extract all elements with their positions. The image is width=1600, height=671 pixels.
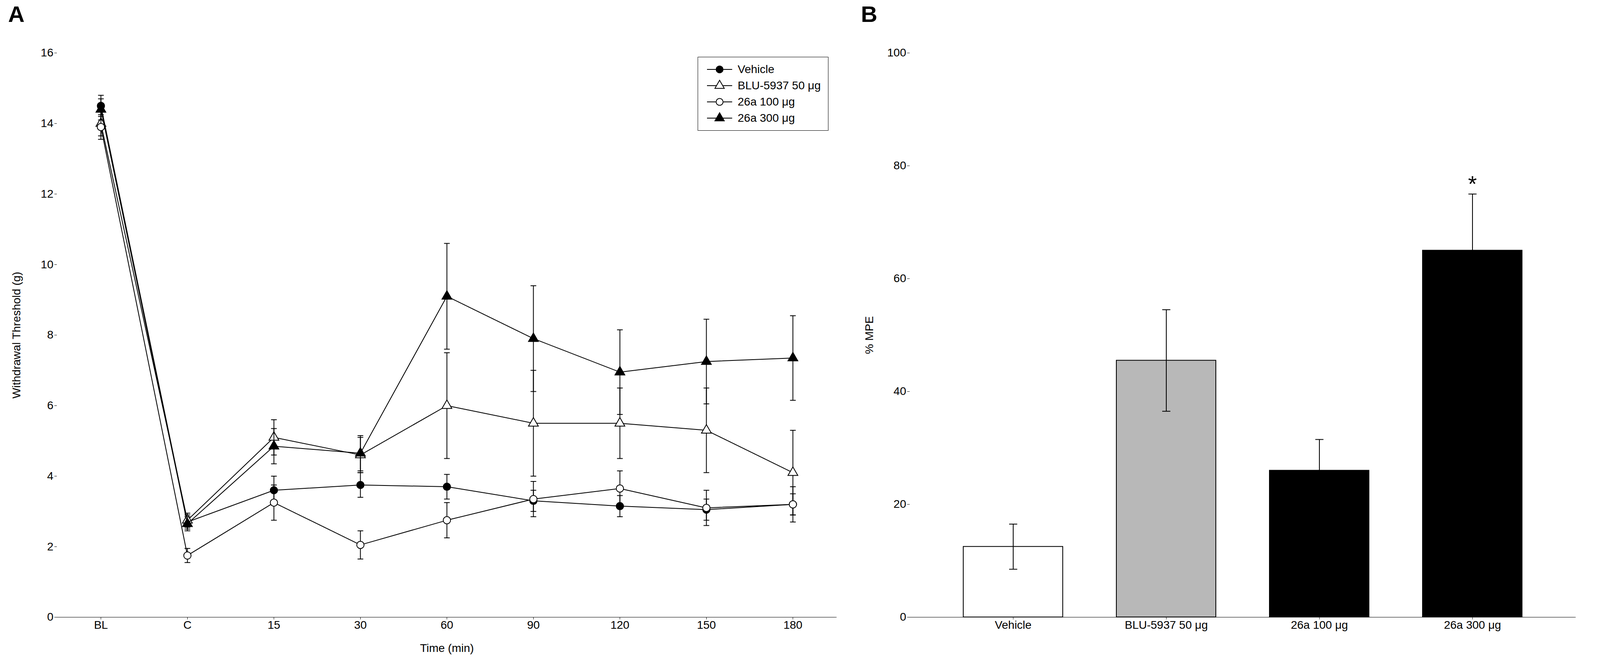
svg-text:60: 60 <box>893 272 906 285</box>
svg-text:6: 6 <box>47 399 54 412</box>
svg-text:Withdrawal Threshold (g): Withdrawal Threshold (g) <box>10 271 23 399</box>
svg-text:2: 2 <box>47 540 54 554</box>
html-text:26a 300 μg: 26a 300 μg <box>737 111 795 125</box>
svg-text:180: 180 <box>783 618 803 632</box>
svg-text:30: 30 <box>354 618 367 632</box>
svg-text:BL: BL <box>93 618 108 632</box>
svg-text:120: 120 <box>610 618 630 632</box>
svg-text:BLU-5937 50 μg: BLU-5937 50 μg <box>1124 618 1209 632</box>
svg-text:15: 15 <box>267 618 281 632</box>
svg-text:14: 14 <box>40 116 54 130</box>
html-text:26a 100 μg: 26a 100 μg <box>737 95 795 109</box>
svg-text:60: 60 <box>440 618 454 632</box>
svg-text:10: 10 <box>40 258 54 271</box>
svg-text:26a 100 μg: 26a 100 μg <box>1290 618 1349 632</box>
svg-text:26a 300 μg: 26a 300 μg <box>1444 618 1502 632</box>
svg-text:Vehicle: Vehicle <box>994 618 1032 632</box>
svg-text:% MPE: % MPE <box>862 316 876 355</box>
svg-text:4: 4 <box>47 469 54 483</box>
svg-text:16: 16 <box>40 46 54 59</box>
svg-text:100: 100 <box>887 46 907 59</box>
svg-text:Time (min): Time (min) <box>419 642 474 655</box>
html-text:A: A <box>8 1 25 27</box>
svg-text:90: 90 <box>527 618 540 632</box>
svg-text:12: 12 <box>40 187 54 201</box>
html-text:BLU-5937 50 μg: BLU-5937 50 μg <box>737 79 821 92</box>
svg-text:8: 8 <box>47 328 54 342</box>
svg-text:0: 0 <box>899 610 907 624</box>
svg-text:150: 150 <box>696 618 716 632</box>
svg-text:*: * <box>1468 170 1477 197</box>
svg-text:40: 40 <box>893 384 906 398</box>
svg-text:20: 20 <box>893 497 906 511</box>
html-text:Vehicle: Vehicle <box>737 62 775 76</box>
svg-text:0: 0 <box>47 610 54 624</box>
html-text:B: B <box>860 1 878 27</box>
svg-text:C: C <box>183 618 192 632</box>
svg-text:80: 80 <box>893 159 906 172</box>
